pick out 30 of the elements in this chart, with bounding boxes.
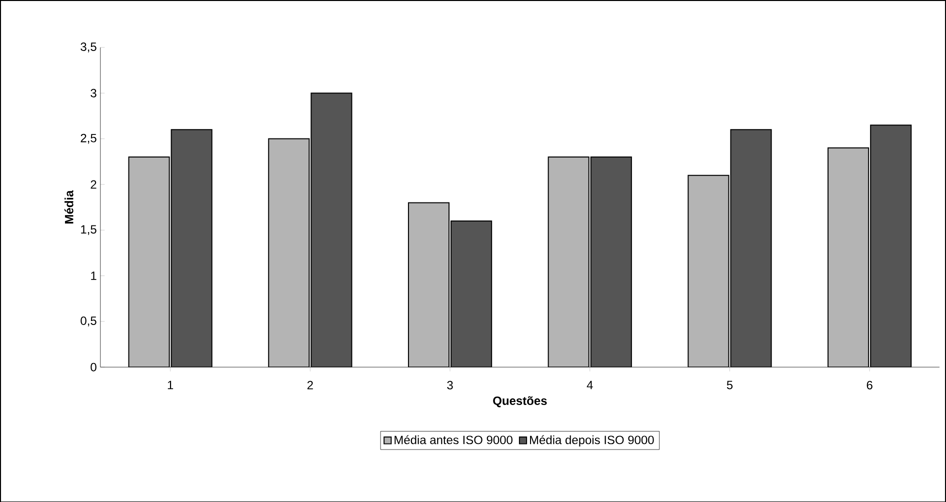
bar: [268, 138, 310, 367]
bar: [870, 124, 912, 367]
x-tick-label: 5: [726, 380, 733, 390]
bar: [170, 128, 212, 367]
x-tick-label: 4: [586, 380, 593, 389]
y-tick-label: 2: [90, 180, 96, 188]
bar: [730, 128, 772, 367]
y-tick-label: 0,5: [80, 316, 96, 326]
x-tick-label: 3: [447, 380, 453, 390]
bar: [128, 156, 170, 367]
x-tick-label: 1: [168, 380, 174, 389]
x-tick-label: 2: [307, 380, 313, 390]
y-tick-label: 0: [90, 362, 96, 372]
legend-label: Média depois ISO 9000: [530, 435, 654, 446]
y-tick-label: 3: [90, 88, 96, 98]
bar: [450, 220, 492, 367]
y-tick-label: 2,5: [80, 134, 96, 144]
legend-label: Média antes ISO 9000: [394, 435, 512, 444]
y-axis-title: Média: [64, 190, 74, 224]
y-tick-label: 3,5: [80, 42, 96, 52]
bar: [688, 174, 730, 367]
bar: [590, 156, 632, 367]
bar: [408, 202, 450, 367]
y-tick-label: 1: [91, 271, 96, 280]
y-tick-label: 1,5: [81, 224, 96, 235]
bar: [310, 92, 352, 367]
x-axis-title: Questões: [493, 396, 547, 408]
bar: [828, 147, 870, 367]
bar: [548, 156, 590, 367]
x-tick-label: 6: [866, 380, 872, 390]
